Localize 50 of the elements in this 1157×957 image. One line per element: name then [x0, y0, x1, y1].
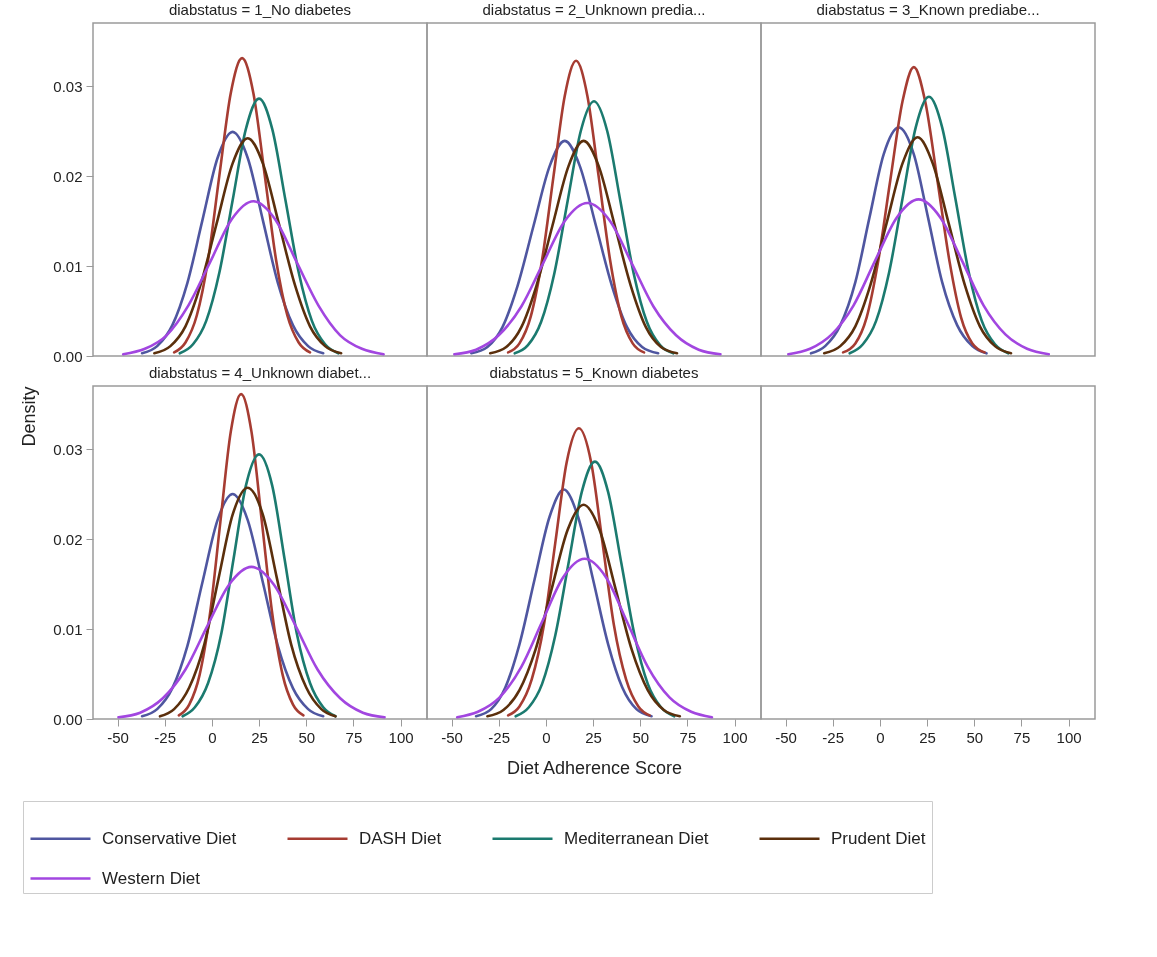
legend-label: Mediterranean Diet [564, 828, 709, 848]
y-tick-label: 0.00 [53, 710, 83, 728]
x-tick-label: -50 [441, 728, 463, 746]
x-tick-label: 75 [1013, 728, 1031, 746]
chart-title: diabstatus = 3_Known prediabe... [816, 1, 1040, 18]
x-tick-label: -50 [107, 728, 129, 746]
x-tick-label: 50 [632, 728, 650, 746]
line-series [121, 199, 385, 356]
y-tick-label: 0.03 [53, 77, 83, 95]
x-tick-label: 75 [345, 728, 363, 746]
x-tick-label: 100 [1056, 728, 1082, 746]
y-tick-label: 0.03 [53, 440, 83, 458]
x-tick-label: 25 [919, 728, 936, 746]
x-tick-label: 0 [208, 728, 217, 746]
x-tick-label: -25 [488, 728, 511, 746]
x-tick-label: -25 [822, 728, 845, 746]
x-tick-label: 100 [722, 728, 748, 746]
chart-title: diabstatus = 1_No diabetes [168, 1, 352, 18]
x-tick-label: 0 [542, 728, 551, 746]
x-tick-label: 50 [298, 728, 316, 746]
line-series [117, 565, 386, 719]
legend-label: Conservative Diet [102, 828, 237, 848]
line-series [177, 392, 305, 717]
y-axis-title: Density [19, 386, 40, 447]
x-tick-label: 50 [966, 728, 984, 746]
y-tick-label: 0.02 [53, 167, 83, 185]
x-tick-label: -50 [775, 728, 797, 746]
line-series [178, 97, 340, 355]
line-series [181, 453, 337, 718]
x-tick-label: 25 [251, 728, 268, 746]
legend-label: Prudent Diet [831, 828, 926, 848]
x-tick-label: 75 [679, 728, 697, 746]
y-tick-label: 0.01 [53, 620, 83, 638]
chart-title: diabstatus = 4_Unknown diabet... [148, 364, 372, 381]
legend-label: Western Diet [102, 868, 201, 888]
x-tick-label: 25 [585, 728, 602, 746]
x-tick-label: -25 [154, 728, 177, 746]
legend-label: DASH Diet [359, 828, 442, 848]
y-tick-label: 0.02 [53, 530, 83, 548]
x-axis-title: Diet Adherence Score [506, 757, 683, 778]
x-tick-label: 100 [388, 728, 414, 746]
x-tick-label: 0 [876, 728, 885, 746]
y-tick-label: 0.00 [53, 347, 83, 365]
chart-title: diabstatus = 5_Known diabetes [489, 364, 699, 381]
y-tick-label: 0.01 [53, 257, 83, 275]
line-series [153, 136, 343, 355]
line-series [158, 486, 337, 718]
line-series [140, 130, 325, 355]
chart-title: diabstatus = 2_Unknown predia... [482, 1, 706, 18]
line-series [172, 56, 312, 354]
